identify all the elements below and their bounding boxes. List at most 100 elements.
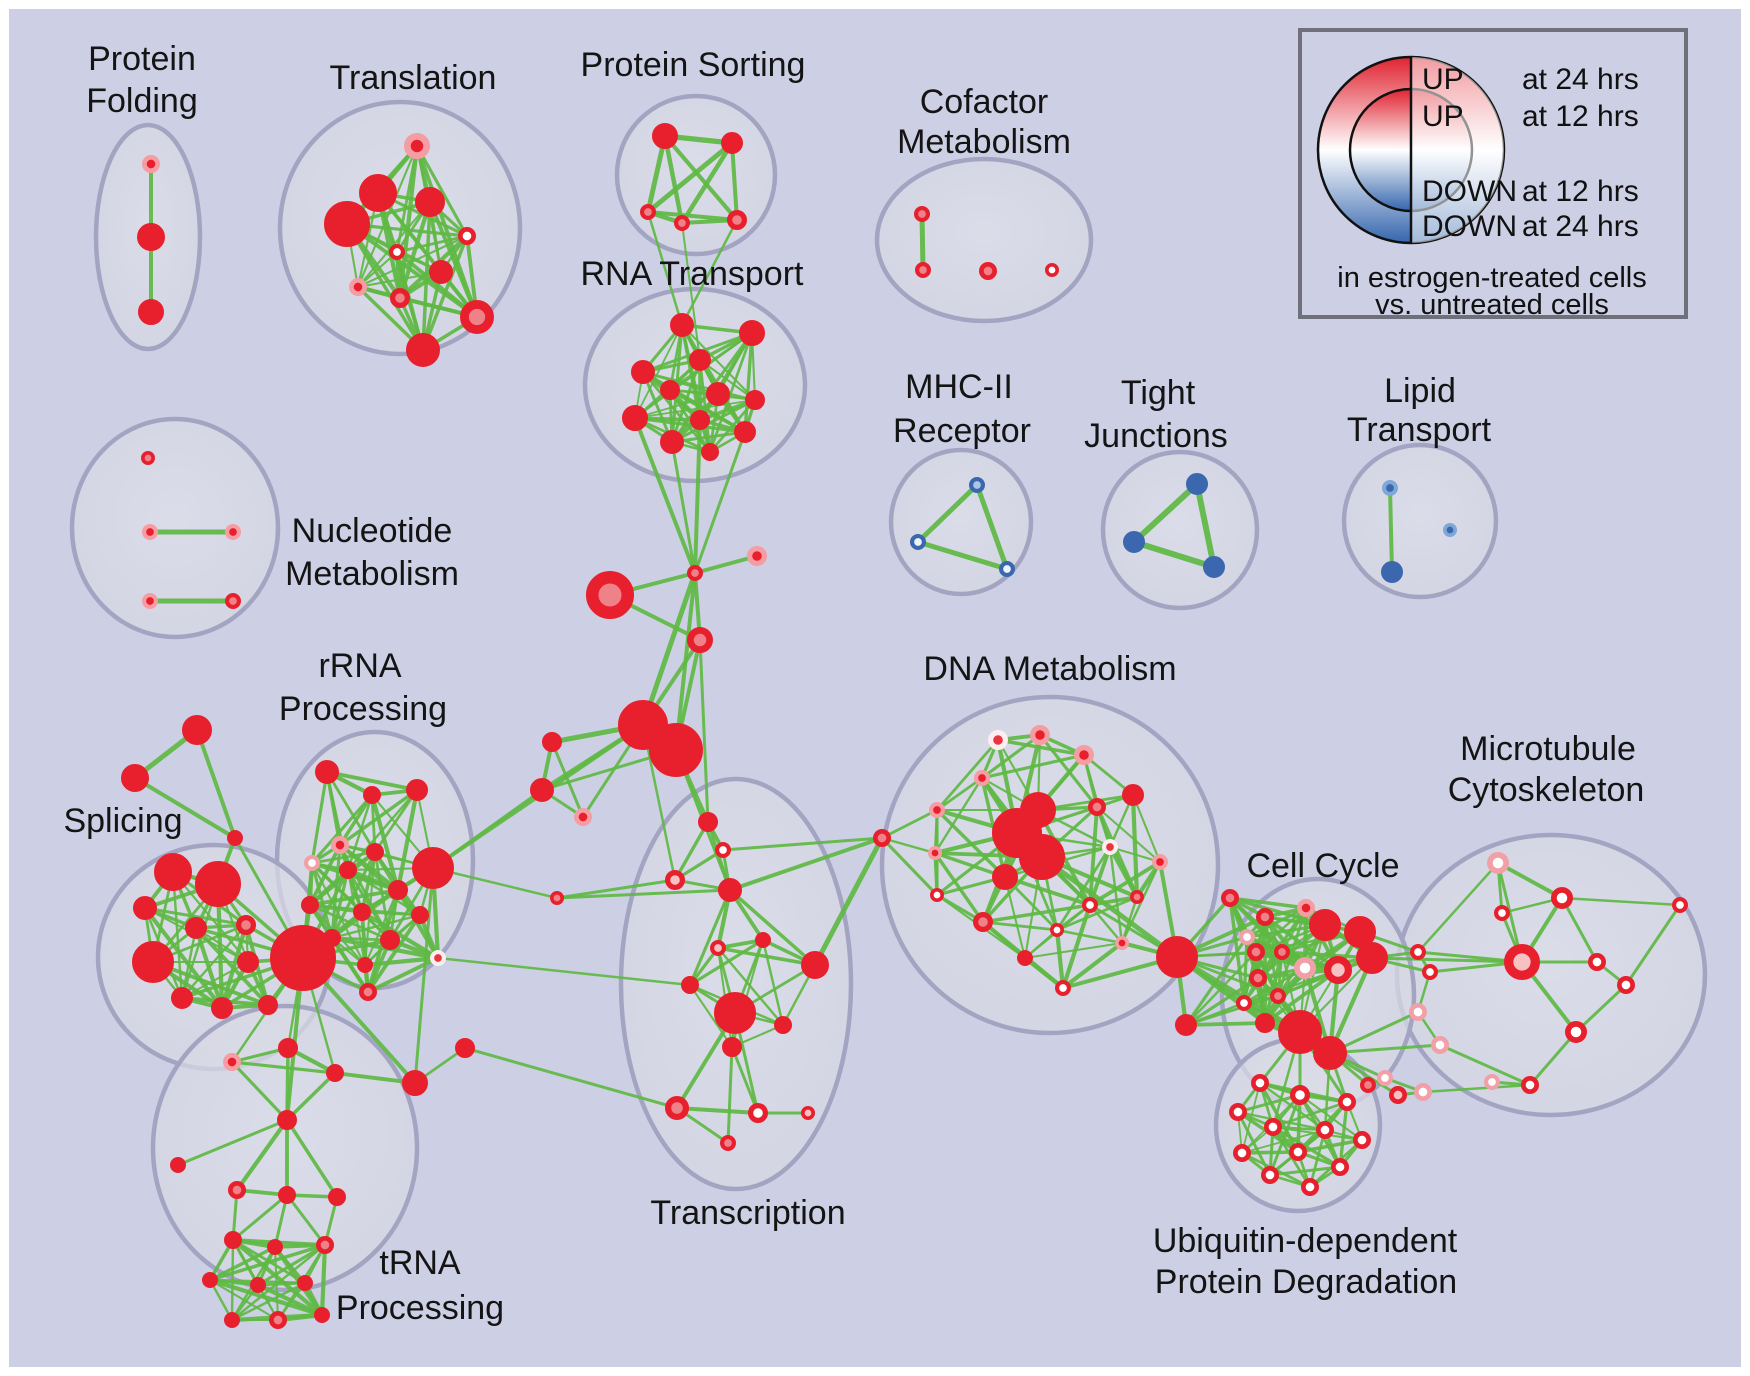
legend-up24-key: UP — [1422, 63, 1464, 96]
network-edge — [143, 906, 248, 927]
network-node-tx14 — [747, 1102, 768, 1123]
cluster-label-trna-processing-0: tRNA — [379, 1244, 461, 1282]
network-edge — [641, 370, 757, 402]
cluster-label-protein-folding-1: Folding — [86, 82, 198, 120]
network-edge — [1496, 861, 1564, 900]
network-edge — [729, 140, 740, 223]
network-node-d4 — [974, 770, 991, 787]
network-node-cc8 — [1324, 956, 1353, 985]
cluster-label-lipid-transport-1: Transport — [1347, 411, 1492, 449]
cluster-label-microtubule-cytoskeleton-0: Microtubule — [1460, 730, 1636, 768]
network-node-u4 — [1228, 1102, 1247, 1121]
network-node-d11 — [1087, 798, 1106, 817]
legend-box — [1298, 28, 1688, 319]
network-edge — [285, 1071, 337, 1122]
network-node-mt12 — [1616, 976, 1635, 995]
cluster-label-protein-folding-0: Protein — [88, 40, 196, 78]
cluster-label-dna-metabolism-0: DNA Metabolism — [923, 650, 1176, 688]
network-node-mt3 — [1493, 905, 1510, 922]
network-node-con1 — [227, 830, 244, 847]
network-edge — [1228, 896, 1308, 910]
network-edge — [662, 133, 685, 226]
network-edge — [880, 808, 939, 840]
network-node-rt6 — [705, 381, 730, 406]
cluster-label-rrna-processing-0: rRNA — [318, 647, 401, 685]
network-edge — [919, 211, 926, 273]
network-node-d16 — [1081, 897, 1098, 914]
network-edge — [171, 870, 184, 1000]
network-node-d14 — [1151, 854, 1168, 871]
network-node-rbig — [269, 925, 336, 992]
cluster-label-protein-sorting-0: Protein Sorting — [581, 46, 806, 84]
network-node-u8 — [1232, 1143, 1251, 1162]
legend-down24-time: at 24 hrs — [1522, 210, 1639, 243]
network-edge — [1263, 968, 1340, 1025]
legend-down12-time: at 12 hrs — [1522, 175, 1639, 208]
legend-updown-glyph — [1316, 55, 1506, 245]
network-node-d18 — [930, 888, 945, 903]
network-edge — [670, 358, 702, 444]
network-edge — [633, 416, 697, 575]
network-edge — [1268, 1165, 1342, 1177]
network-node-m2 — [910, 534, 927, 551]
cluster-ellipse-transcription — [618, 776, 854, 1192]
network-node-tx5 — [550, 891, 565, 906]
network-edge — [1388, 486, 1394, 574]
network-edge — [1438, 1043, 1532, 1087]
network-node-n3 — [225, 524, 242, 541]
network-node-t11 — [406, 333, 441, 368]
cluster-label-cofactor-metabolism-0: Cofactor — [920, 83, 1049, 121]
network-node-tx8 — [801, 951, 830, 980]
network-edge — [1130, 792, 1140, 900]
network-edge — [230, 1237, 325, 1318]
network-edge — [330, 868, 350, 940]
network-edge — [255, 1282, 325, 1318]
network-edge — [1236, 1110, 1327, 1132]
network-edge — [1624, 903, 1682, 987]
network-node-pf3 — [138, 299, 165, 326]
network-node-tx13 — [664, 1095, 689, 1120]
network-node-u2 — [1289, 1084, 1310, 1105]
network-node-cc18 — [1408, 1003, 1427, 1022]
network-edge — [431, 866, 559, 900]
network-edge — [231, 1193, 289, 1242]
network-edge — [633, 416, 747, 434]
network-edge — [308, 888, 400, 907]
network-node-d19 — [1049, 923, 1064, 938]
cluster-ellipse-nucleotide-metabolism — [69, 416, 281, 640]
network-node-ov1 — [1376, 1069, 1393, 1086]
network-node-t1 — [404, 133, 431, 160]
cluster-label-microtubule-cytoskeleton-1: Cytoskeleton — [1448, 771, 1645, 809]
network-node-d2 — [1029, 724, 1050, 745]
network-edge — [634, 324, 683, 419]
network-edge — [680, 323, 757, 402]
network-edge — [1131, 793, 1162, 864]
cluster-ellipse-lipid-transport — [1341, 442, 1499, 600]
network-edge — [634, 393, 719, 419]
network-edge — [675, 1106, 760, 1115]
network-node-tx4 — [717, 877, 742, 902]
network-edge — [1131, 481, 1200, 545]
network-edge — [670, 430, 747, 444]
label-layer: Protein Folding Translation Protein Sorting… — [63, 40, 1644, 1327]
network-node-t4 — [414, 186, 445, 217]
network-node-sp6 — [132, 941, 175, 984]
network-node-cc3 — [1309, 908, 1342, 941]
network-node-r8 — [411, 847, 454, 890]
legend-down12-key: DOWN — [1422, 175, 1517, 208]
network-edge — [436, 956, 692, 987]
network-node-rt3 — [688, 348, 711, 371]
network-edge — [974, 482, 1010, 572]
network-edge — [415, 144, 469, 238]
cluster-ellipse-mhc-ii-receptor — [888, 447, 1034, 597]
cluster-label-transcription-0: Transcription — [650, 1194, 845, 1232]
network-node-p4 — [202, 1271, 219, 1288]
network-edge — [1560, 896, 1682, 907]
network-node-pf1 — [141, 154, 160, 173]
network-node-p1 — [223, 1230, 242, 1249]
network-node-td3 — [402, 1070, 429, 1097]
network-edge — [369, 792, 401, 893]
network-edge — [698, 638, 710, 824]
network-edge — [726, 1045, 734, 1145]
